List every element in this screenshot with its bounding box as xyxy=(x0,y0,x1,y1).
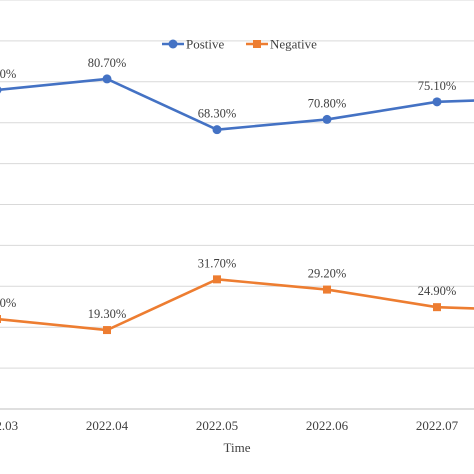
point-1-3 xyxy=(323,285,331,294)
gridlines xyxy=(0,0,474,410)
legend-marker-0 xyxy=(168,39,178,49)
data-labels: 78.00% 80.70% 68.30% 70.80% 75.10% 22.00% 19.3… xyxy=(0,56,456,321)
point-1-4 xyxy=(433,303,441,312)
series-lines xyxy=(0,77,474,332)
point-1-2 xyxy=(213,275,221,284)
x-tick-label: 2022.06 xyxy=(306,418,349,433)
x-tick-label: 2022.03 xyxy=(0,418,18,433)
x-tick-label: 2022.05 xyxy=(196,418,238,433)
x-axis-title: Time xyxy=(224,440,251,455)
data-label-1-4: 24.90% xyxy=(418,284,457,298)
point-1-1 xyxy=(103,326,111,335)
data-label-1-0: 22.00% xyxy=(0,296,16,310)
point-0-0 xyxy=(0,86,2,94)
legend: Postive Negative xyxy=(162,37,317,52)
data-label-1-1: 19.30% xyxy=(88,307,127,321)
series-markers xyxy=(0,74,442,335)
data-label-0-0: 78.00% xyxy=(0,67,16,81)
data-label-0-2: 68.30% xyxy=(198,107,237,121)
point-1-0 xyxy=(0,315,1,324)
data-label-0-1: 80.70% xyxy=(88,56,127,70)
data-label-1-2: 31.70% xyxy=(198,256,237,270)
data-label-0-4: 75.10% xyxy=(418,79,457,93)
point-0-1 xyxy=(102,74,112,84)
x-tick-label: 2022.07 xyxy=(416,418,459,433)
point-0-2 xyxy=(212,125,222,135)
legend-label-0: Postive xyxy=(186,37,225,52)
data-label-0-3: 70.80% xyxy=(308,96,347,110)
series-line-0 xyxy=(0,77,474,131)
x-axis-ticks: 2022.03 2022.04 2022.05 2022.06 2022.07 xyxy=(0,418,459,433)
legend-marker-1 xyxy=(253,40,261,48)
series-line-1 xyxy=(0,278,474,332)
point-0-4 xyxy=(432,97,442,107)
legend-label-1: Negative xyxy=(270,37,317,52)
point-0-3 xyxy=(322,114,332,124)
x-tick-label: 2022.04 xyxy=(86,418,129,433)
data-label-1-3: 29.20% xyxy=(308,267,347,281)
